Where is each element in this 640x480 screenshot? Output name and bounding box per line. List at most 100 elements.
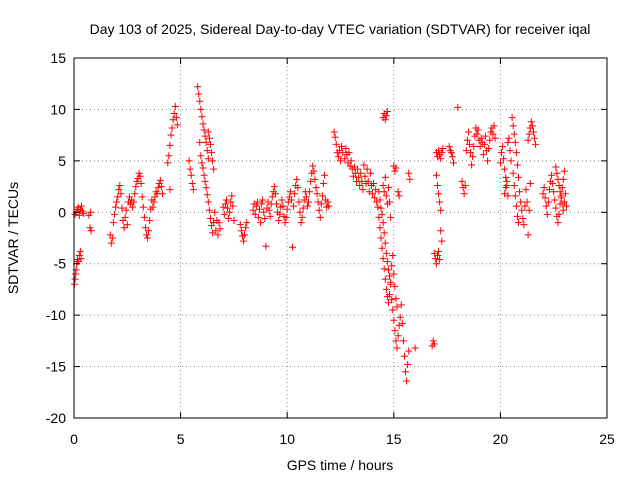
data-point: [215, 219, 223, 227]
data-point: [382, 192, 390, 200]
data-point: [197, 152, 205, 160]
data-point: [130, 198, 138, 206]
data-point: [298, 213, 306, 221]
data-point: [464, 128, 472, 136]
data-point: [131, 190, 139, 198]
data-point: [499, 142, 507, 150]
y-axis-ticks: -20 -15 -10 -5 0 5 10 15: [46, 50, 607, 426]
y-tick-label: -20: [46, 410, 66, 426]
data-point: [474, 126, 482, 134]
data-point: [403, 377, 411, 385]
data-point: [434, 251, 442, 259]
data-point: [437, 227, 445, 235]
data-point: [439, 145, 447, 153]
data-point: [164, 159, 172, 167]
data-point: [342, 145, 350, 153]
data-point: [347, 157, 355, 165]
data-point: [501, 165, 509, 173]
data-point: [255, 205, 263, 213]
data-point: [249, 206, 257, 214]
data-point: [470, 142, 478, 150]
data-point: [371, 194, 379, 202]
data-point: [381, 173, 389, 181]
data-point: [129, 203, 137, 211]
data-point: [356, 182, 364, 190]
data-point: [432, 171, 440, 179]
data-point: [435, 247, 443, 255]
data-point: [228, 192, 236, 200]
data-point: [454, 103, 462, 111]
data-point: [278, 196, 286, 204]
data-point: [392, 295, 400, 303]
data-point: [527, 118, 535, 126]
data-point: [391, 282, 399, 290]
data-point: [166, 186, 174, 194]
data-point: [316, 213, 324, 221]
data-point: [341, 155, 349, 163]
data-point: [509, 169, 517, 177]
data-point: [512, 149, 520, 157]
data-point: [201, 132, 209, 140]
data-point: [283, 205, 291, 213]
data-point: [507, 157, 515, 165]
data-point: [462, 147, 470, 155]
data-point: [257, 219, 265, 227]
data-point: [484, 157, 492, 165]
data-point: [118, 204, 126, 212]
data-point: [123, 221, 131, 229]
data-point: [87, 208, 95, 216]
data-point: [229, 202, 237, 210]
data-point: [206, 214, 214, 222]
data-point: [524, 231, 532, 239]
data-point: [513, 212, 521, 220]
data-point: [198, 113, 206, 121]
data-point: [542, 202, 550, 210]
data-point: [467, 149, 475, 157]
data-point: [120, 224, 128, 232]
data-point: [392, 164, 400, 172]
data-point: [107, 239, 115, 247]
data-point: [549, 179, 557, 187]
data-point: [187, 171, 195, 179]
data-point: [378, 210, 386, 218]
y-tick-label: 0: [58, 204, 66, 220]
data-point: [500, 155, 508, 163]
data-point: [554, 219, 562, 227]
data-point: [75, 251, 83, 259]
data-point: [157, 183, 165, 191]
data-point: [158, 190, 166, 198]
x-axis-ticks: 0 5 10 15 20 25: [70, 58, 615, 447]
data-point: [406, 175, 414, 183]
data-point: [113, 198, 121, 206]
data-point: [481, 132, 489, 140]
data-point: [204, 128, 212, 136]
data-point: [437, 206, 445, 214]
data-point: [305, 198, 313, 206]
data-point: [504, 192, 512, 200]
data-point: [394, 188, 402, 196]
data-point: [199, 164, 207, 172]
data-point: [165, 152, 173, 160]
y-tick-label: 10: [50, 101, 66, 117]
y-tick-label: 15: [50, 50, 66, 66]
data-point: [510, 130, 518, 138]
data-point: [388, 296, 396, 304]
data-point: [309, 162, 317, 170]
data-point: [145, 227, 153, 235]
data-point: [212, 227, 220, 235]
data-point: [262, 242, 270, 250]
data-point: [208, 149, 216, 157]
data-point: [382, 249, 390, 257]
data-point: [281, 219, 289, 227]
x-tick-label: 25: [599, 431, 615, 447]
data-point: [243, 219, 251, 227]
data-point: [383, 107, 391, 115]
data-point: [386, 198, 394, 206]
data-point: [379, 219, 387, 227]
y-tick-label: 5: [58, 153, 66, 169]
data-point: [317, 200, 325, 208]
data-point: [205, 134, 213, 142]
data-point: [390, 270, 398, 278]
data-point: [185, 157, 193, 165]
data-point: [497, 149, 505, 157]
